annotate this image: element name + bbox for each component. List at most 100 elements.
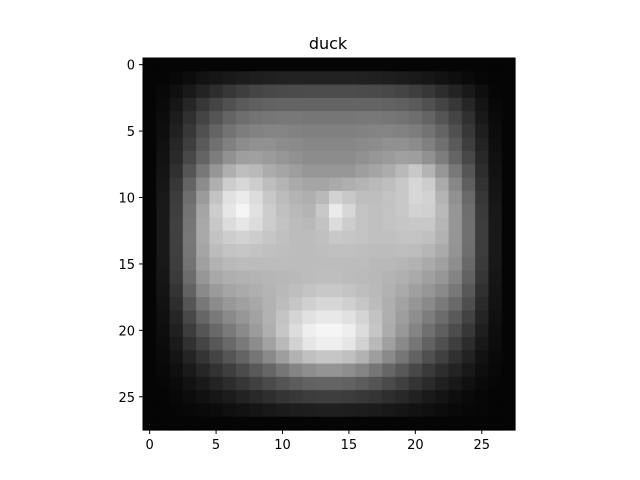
heatmap-cell	[236, 323, 250, 338]
heatmap-cell	[196, 111, 211, 126]
heatmap-cell	[249, 97, 264, 112]
heatmap-cell	[368, 416, 383, 431]
heatmap-cell	[342, 58, 357, 72]
heatmap-cell	[209, 137, 224, 152]
heatmap-cell	[422, 137, 436, 152]
heatmap-cell	[342, 270, 357, 285]
heatmap-cell	[209, 403, 224, 418]
heatmap-cell	[448, 58, 463, 72]
heatmap-cell	[408, 323, 423, 338]
heatmap-cell	[435, 323, 450, 338]
heatmap-cell	[501, 310, 516, 325]
heatmap-cell	[488, 283, 503, 298]
heatmap-cell	[448, 323, 463, 338]
heatmap-cell	[275, 84, 290, 99]
heatmap-cell	[236, 84, 250, 99]
heatmap-cell	[342, 416, 357, 431]
heatmap-cell	[329, 337, 343, 351]
heatmap-cell	[368, 244, 383, 258]
heatmap-cell	[422, 84, 436, 99]
heatmap-cell	[262, 416, 277, 431]
heatmap-cell	[329, 177, 343, 192]
heatmap-cell	[156, 257, 171, 272]
heatmap-cell	[289, 71, 304, 86]
heatmap-cell	[156, 350, 171, 365]
heatmap-cell	[143, 310, 157, 325]
heatmap-cell	[156, 390, 171, 405]
heatmap-cell	[249, 164, 264, 179]
heatmap-cell	[315, 297, 330, 312]
heatmap-cell	[143, 177, 157, 192]
heatmap-cell	[448, 137, 463, 152]
heatmap-cell	[315, 151, 330, 165]
y-tick-label: 0	[127, 59, 135, 74]
heatmap-cell	[422, 350, 436, 365]
heatmap-cell	[275, 257, 290, 272]
heatmap-cell	[236, 257, 250, 272]
heatmap-cell	[461, 217, 476, 232]
heatmap-cell	[302, 323, 317, 338]
heatmap-cell	[169, 297, 184, 312]
heatmap-cell	[222, 283, 237, 298]
heatmap-cell	[302, 270, 317, 285]
heatmap-cell	[382, 376, 397, 391]
heatmap-cell	[382, 124, 397, 139]
heatmap-cell	[302, 217, 317, 232]
heatmap-cell	[302, 84, 317, 99]
heatmap-cell	[475, 363, 490, 378]
heatmap-cell	[249, 270, 264, 285]
heatmap-cell	[302, 416, 317, 431]
heatmap-cell	[275, 97, 290, 112]
heatmap-cell	[289, 376, 304, 391]
heatmap-cell	[461, 71, 476, 86]
heatmap-cell	[435, 283, 450, 298]
heatmap-cell	[382, 297, 397, 312]
heatmap-cell	[169, 390, 184, 405]
heatmap-cell	[196, 297, 211, 312]
heatmap-cell	[143, 151, 157, 165]
heatmap-cell	[182, 58, 197, 72]
heatmap-cell	[355, 363, 370, 378]
heatmap-cell	[275, 323, 290, 338]
heatmap-cell	[488, 257, 503, 272]
heatmap-cell	[435, 58, 450, 72]
heatmap-cell	[315, 376, 330, 391]
heatmap-cell	[156, 416, 171, 431]
heatmap-cell	[408, 71, 423, 86]
heatmap-cell	[249, 177, 264, 192]
heatmap-cell	[488, 350, 503, 365]
heatmap-cell	[289, 337, 304, 351]
heatmap-cell	[382, 257, 397, 272]
heatmap-cell	[435, 257, 450, 272]
heatmap-cell	[435, 350, 450, 365]
heatmap-cell	[222, 230, 237, 245]
heatmap-cell	[209, 58, 224, 72]
heatmap-cell	[408, 84, 423, 99]
heatmap-cell	[289, 363, 304, 378]
heatmap-cell	[156, 164, 171, 179]
heatmap-cell	[488, 376, 503, 391]
heatmap-cell	[169, 403, 184, 418]
heatmap-cell	[169, 190, 184, 205]
heatmap-cell	[315, 217, 330, 232]
heatmap-cell	[408, 310, 423, 325]
heatmap-cell	[408, 376, 423, 391]
heatmap-cell	[143, 84, 157, 99]
heatmap-cell	[475, 124, 490, 139]
heatmap-cell	[461, 84, 476, 99]
heatmap-cell	[315, 84, 330, 99]
heatmap-cell	[182, 270, 197, 285]
heatmap-cell	[488, 84, 503, 99]
heatmap-cell	[262, 376, 277, 391]
heatmap-cell	[488, 244, 503, 258]
heatmap-cell	[475, 376, 490, 391]
heatmap-cell	[461, 363, 476, 378]
heatmap-cell	[395, 230, 410, 245]
heatmap-cell	[315, 244, 330, 258]
heatmap-cell	[209, 244, 224, 258]
heatmap-cell	[302, 58, 317, 72]
heatmap-cell	[488, 137, 503, 152]
heatmap-cell	[156, 58, 171, 72]
heatmap-cell	[182, 230, 197, 245]
heatmap-cell	[209, 363, 224, 378]
